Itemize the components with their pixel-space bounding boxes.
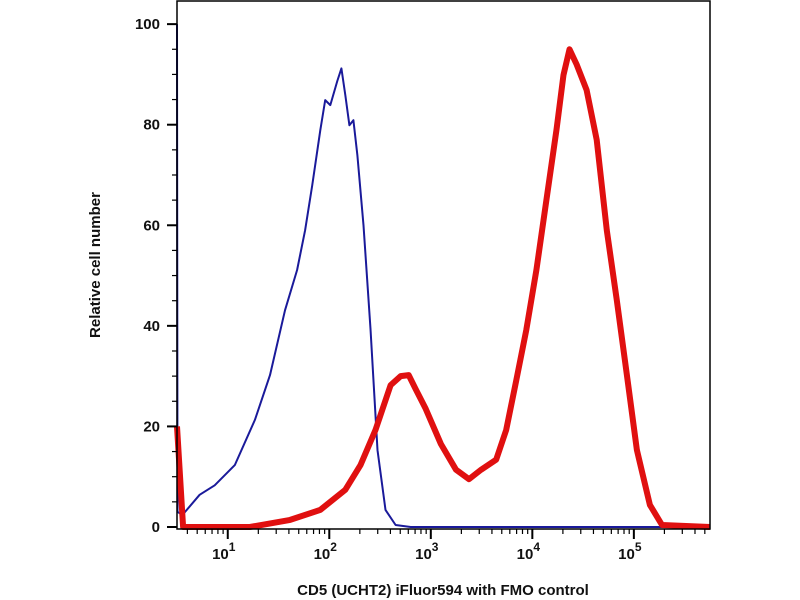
x-tick-exponent: 3	[432, 540, 439, 554]
x-tick-exponent: 2	[330, 540, 337, 554]
x-tick-label: 105	[618, 540, 642, 563]
x-axis-label: CD5 (UCHT2) iFluor594 with FMO control	[297, 582, 589, 599]
x-tick-label: 101	[212, 540, 236, 563]
y-tick-label: 0	[152, 519, 160, 536]
y-tick-label: 80	[143, 117, 160, 134]
series-line-fmo-control	[176, 24, 710, 528]
x-tick-base: 10	[517, 546, 534, 563]
plot-frame	[176, 0, 711, 530]
y-tick-label: 20	[143, 418, 160, 435]
x-tick-base: 10	[618, 546, 635, 563]
x-tick-label: 103	[415, 540, 439, 563]
x-tick-base: 10	[415, 546, 432, 563]
series-line-cd5-stained	[174, 46, 711, 530]
y-tick-label: 60	[143, 217, 160, 234]
x-tick-exponent: 5	[635, 540, 642, 554]
y-tick-label: 100	[135, 16, 160, 33]
x-tick-exponent: 1	[229, 540, 236, 554]
y-axis-label: Relative cell number	[87, 192, 104, 338]
x-tick-label: 102	[314, 540, 338, 563]
y-tick-label: 40	[143, 318, 160, 335]
x-tick-label: 104	[517, 540, 541, 563]
x-tick-exponent: 4	[533, 540, 540, 554]
x-tick-base: 10	[212, 546, 229, 563]
x-tick-base: 10	[314, 546, 331, 563]
